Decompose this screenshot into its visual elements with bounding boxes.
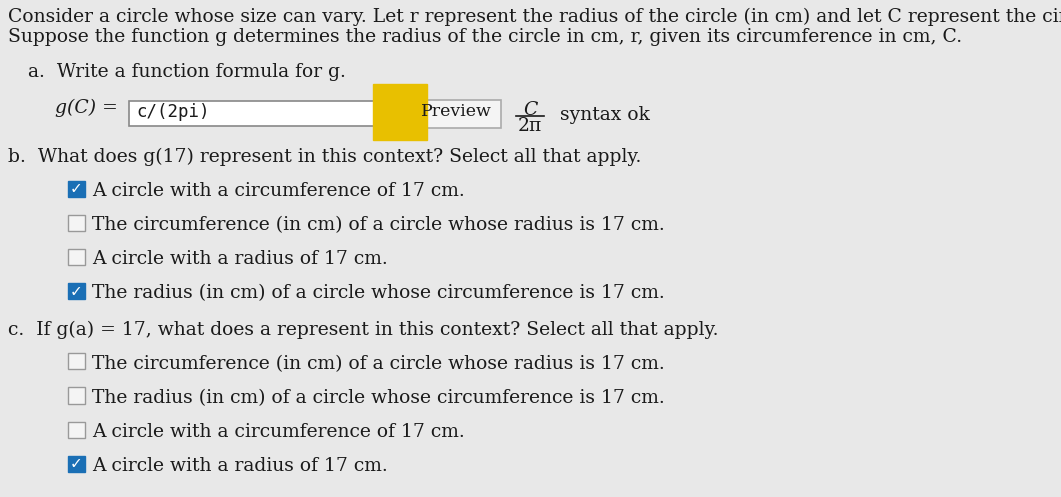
FancyBboxPatch shape	[68, 388, 85, 404]
Text: Suppose the function g determines the radius of the circle in cm, r, given its c: Suppose the function g determines the ra…	[8, 28, 962, 46]
Text: A circle with a circumference of 17 cm.: A circle with a circumference of 17 cm.	[92, 182, 465, 200]
FancyBboxPatch shape	[68, 181, 85, 197]
FancyBboxPatch shape	[411, 99, 501, 128]
Text: ✓: ✓	[70, 284, 83, 299]
Text: Consider a circle whose size can vary. Let r represent the radius of the circle : Consider a circle whose size can vary. L…	[8, 7, 1061, 26]
FancyBboxPatch shape	[68, 283, 85, 299]
Text: c.  If g(a) = 17, what does a represent in this context? Select all that apply.: c. If g(a) = 17, what does a represent i…	[8, 321, 718, 339]
Text: A circle with a circumference of 17 cm.: A circle with a circumference of 17 cm.	[92, 423, 465, 441]
FancyBboxPatch shape	[68, 456, 85, 472]
Text: g(C) =: g(C) =	[55, 98, 118, 117]
Text: The circumference (in cm) of a circle whose radius is 17 cm.: The circumference (in cm) of a circle wh…	[92, 216, 665, 234]
Text: A circle with a radius of 17 cm.: A circle with a radius of 17 cm.	[92, 457, 387, 475]
FancyBboxPatch shape	[129, 100, 381, 126]
Text: The radius (in cm) of a circle whose circumference is 17 cm.: The radius (in cm) of a circle whose cir…	[92, 285, 665, 303]
Text: The circumference (in cm) of a circle whose radius is 17 cm.: The circumference (in cm) of a circle wh…	[92, 355, 665, 373]
Text: ✓: ✓	[70, 181, 83, 196]
Text: a.  Write a function formula for g.: a. Write a function formula for g.	[28, 63, 346, 81]
Text: syntax ok: syntax ok	[560, 106, 650, 124]
Text: Preview: Preview	[420, 103, 491, 120]
FancyBboxPatch shape	[68, 421, 85, 438]
FancyBboxPatch shape	[68, 249, 85, 265]
Text: b.  What does g(17) represent in this context? Select all that apply.: b. What does g(17) represent in this con…	[8, 148, 642, 166]
FancyBboxPatch shape	[68, 353, 85, 369]
Text: A circle with a radius of 17 cm.: A circle with a radius of 17 cm.	[92, 250, 387, 268]
Text: ✓: ✓	[70, 456, 83, 471]
Text: The radius (in cm) of a circle whose circumference is 17 cm.: The radius (in cm) of a circle whose cir…	[92, 389, 665, 407]
Text: 2π: 2π	[518, 117, 542, 135]
Text: c/(2pi): c/(2pi)	[136, 103, 209, 121]
Text: ↑: ↑	[392, 102, 407, 121]
Text: C: C	[523, 100, 537, 119]
FancyBboxPatch shape	[68, 215, 85, 231]
